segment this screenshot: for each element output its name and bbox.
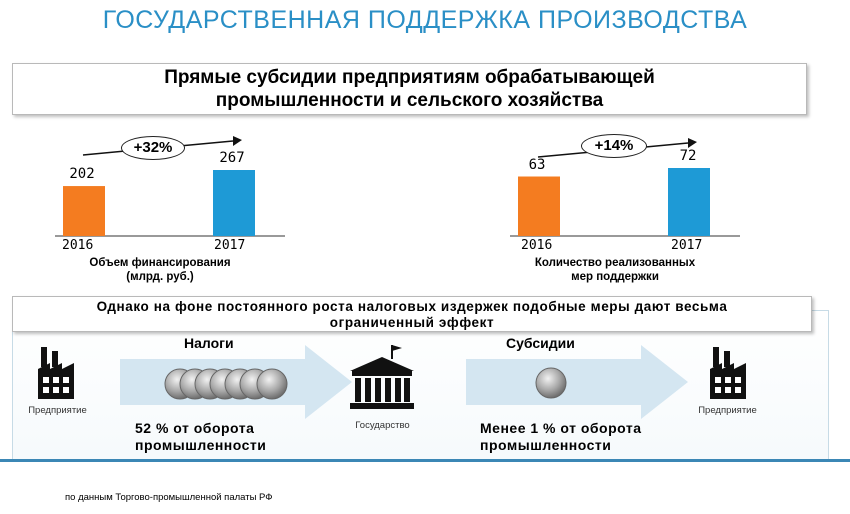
header-line-1: Прямые субсидии предприятиям обрабатываю…: [164, 67, 655, 88]
subsidies-title: Субсидии: [506, 335, 575, 351]
bar-2016: [63, 186, 105, 236]
enterprise-left-label: Предприятие: [28, 405, 87, 416]
header-box: Прямые субсидии предприятиям обрабатываю…: [12, 63, 807, 115]
coins-icon: [164, 368, 288, 400]
caption-line-1: Количество реализованных: [534, 257, 696, 269]
taxes-stat-line-1: 52 % от оборота: [135, 420, 255, 436]
subsidies-stat-line-1: Менее 1 % от оборота: [480, 420, 642, 436]
caption-line-1: Объем финансирования: [89, 257, 231, 269]
year-label-2016: 2016: [521, 238, 553, 253]
subsidies-stat-line-2: промышленности: [480, 437, 612, 453]
growth-arrow-head: [233, 136, 242, 146]
chart-measures-svg: [510, 138, 740, 237]
bottom-header: Однако на фоне постоянного роста налогов…: [12, 296, 812, 332]
page-title: ГОСУДАРСТВЕННАЯ ПОДДЕРЖКА ПРОИЗВОДСТВА: [102, 6, 748, 34]
enterprise-right-label: Предприятие: [698, 405, 757, 416]
factory-icon: [710, 347, 746, 399]
subsidies-arrow: [466, 345, 688, 419]
year-label-2016: 2016: [62, 238, 94, 253]
growth-badge-measures: +14%: [581, 134, 647, 158]
chart-measures-caption: Количество реализованных мер поддержки: [515, 256, 715, 284]
growth-arrow-head: [688, 138, 697, 148]
factory-icon: [38, 347, 74, 399]
state-label: Государство: [355, 420, 410, 431]
bar-2017: [213, 170, 255, 236]
bar-label-2016: 202: [69, 166, 95, 183]
coin-icon: [535, 367, 567, 399]
chart-financing-svg: [55, 136, 285, 237]
bottom-header-line-2: ограниченный эффект: [329, 315, 495, 330]
subsidies-arrow-shape: [466, 345, 688, 419]
header-line-2: промышленности и сельского хозяйства: [215, 90, 604, 111]
taxes-stat-line-2: промышленности: [135, 437, 267, 453]
bar-label-2017: 72: [679, 148, 697, 164]
caption-line-2: мер поддержки: [571, 271, 659, 283]
source-note: по данным Торгово-промышленной палаты РФ: [65, 492, 273, 503]
taxes-stat: 52 % от оборота промышленности: [135, 420, 266, 454]
government-building-icon: [350, 345, 414, 409]
caption-line-2: (млрд. руб.): [126, 271, 194, 283]
subsidies-stat: Менее 1 % от оборота промышленности: [480, 420, 641, 454]
growth-badge-financing: +32%: [121, 136, 185, 160]
footer-divider: [0, 459, 850, 462]
bar-label-2017: 267: [219, 150, 245, 166]
bar-2017: [668, 168, 710, 236]
chart-financing-caption: Объем финансирования (млрд. руб.): [60, 256, 260, 284]
year-label-2017: 2017: [214, 238, 246, 253]
year-label-2017: 2017: [671, 238, 703, 253]
bar-2016: [518, 176, 560, 236]
taxes-title: Налоги: [184, 335, 234, 351]
bar-label-2016: 63: [528, 156, 546, 173]
bottom-header-line-1: Однако на фоне постоянного роста налогов…: [96, 299, 728, 314]
